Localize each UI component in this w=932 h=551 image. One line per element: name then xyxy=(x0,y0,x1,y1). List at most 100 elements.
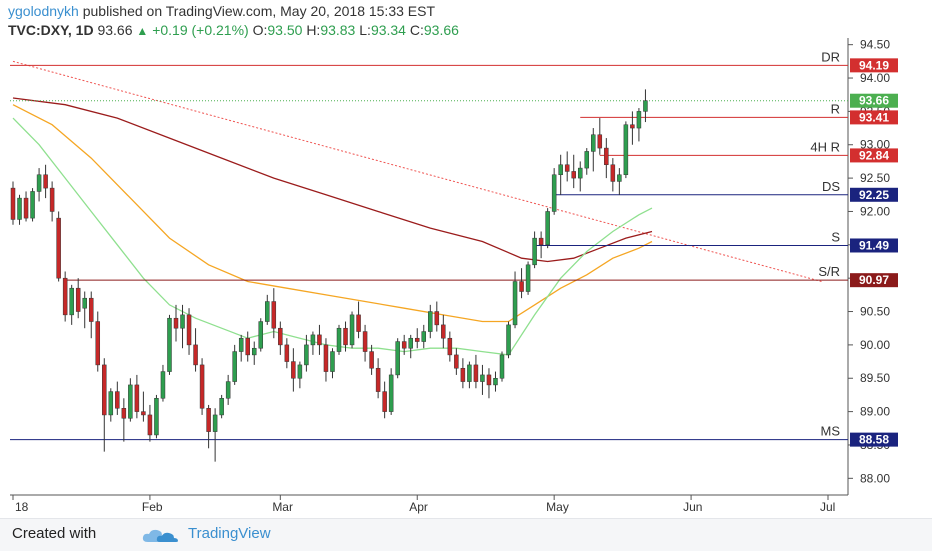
candle-body xyxy=(454,354,459,369)
level-name-label: 4H R xyxy=(810,139,840,154)
candle-body xyxy=(36,174,42,192)
candle-body xyxy=(115,391,120,409)
candle-body xyxy=(343,327,348,346)
y-tick-label: 94.00 xyxy=(860,71,890,85)
last-price-badge xyxy=(850,93,898,108)
candle-body xyxy=(473,364,479,382)
chart-header: ygolodnykh published on TradingView.com,… xyxy=(8,2,459,41)
x-tick-label: May xyxy=(546,500,569,514)
x-tick-label: Jul xyxy=(820,500,835,514)
candle-body xyxy=(284,344,290,362)
candle-body xyxy=(219,398,224,416)
candle-body xyxy=(43,174,48,189)
candle-body xyxy=(362,331,368,352)
candle-body xyxy=(278,327,283,346)
candle-body xyxy=(336,327,342,352)
high-value: 93.83 xyxy=(320,22,356,38)
candle-body xyxy=(460,367,466,382)
candle-body xyxy=(238,337,244,352)
last-price-text: 93.66 xyxy=(97,22,133,38)
candle-body xyxy=(636,111,642,129)
candle-body xyxy=(212,414,218,432)
level-price-label: 94.19 xyxy=(859,58,889,72)
change-text: +0.19 (+0.21%) xyxy=(152,22,249,38)
candle-body xyxy=(493,377,498,386)
candle-body xyxy=(251,347,257,356)
close-label: C: xyxy=(409,22,424,38)
y-tick-label: 92.50 xyxy=(860,171,890,185)
candle-body xyxy=(23,197,29,219)
candle-body xyxy=(382,391,387,412)
level-price-badge xyxy=(850,187,898,202)
price-chart[interactable]: 94.5094.0093.5093.0092.5092.0091.5091.00… xyxy=(0,0,932,518)
candle-body xyxy=(434,311,440,326)
close-value: 93.66 xyxy=(423,22,459,38)
candle-body xyxy=(56,217,61,279)
candle-body xyxy=(467,364,472,382)
level-price-badge xyxy=(850,432,898,447)
y-tick-label: 90.50 xyxy=(860,305,890,319)
created-with-text: Created with xyxy=(12,525,97,542)
moving-average-mid xyxy=(12,104,653,323)
candle-body xyxy=(134,384,140,412)
candle-body xyxy=(258,321,264,349)
candle-body xyxy=(414,337,420,342)
candle-body xyxy=(173,317,179,329)
candle-body xyxy=(597,134,603,149)
candle-body xyxy=(591,134,596,152)
low-value: 93.34 xyxy=(370,22,406,38)
x-tick-label: Apr xyxy=(409,500,428,514)
symbol-label: TVC:DXY, 1D xyxy=(8,22,94,38)
candle-body xyxy=(349,314,355,346)
candle-body xyxy=(369,351,374,369)
candle-body xyxy=(408,337,413,349)
y-tick-label: 94.50 xyxy=(860,38,890,52)
candle-body xyxy=(95,321,101,366)
candle-body xyxy=(564,164,570,172)
level-price-label: 88.58 xyxy=(859,433,889,447)
candle-body xyxy=(538,237,544,246)
candle-body xyxy=(375,367,381,392)
author-link[interactable]: ygolodnykh xyxy=(8,3,79,19)
level-price-badge xyxy=(850,58,898,73)
level-price-label: 92.25 xyxy=(859,188,889,202)
candle-body xyxy=(206,408,211,432)
candle-body xyxy=(506,324,511,356)
candle-body xyxy=(630,124,635,129)
candle-body xyxy=(499,354,505,379)
y-tick-label: 93.00 xyxy=(860,138,890,152)
level-price-label: 90.97 xyxy=(859,273,889,287)
candle-body xyxy=(330,351,335,372)
candle-body xyxy=(571,171,576,179)
level-name-label: DR xyxy=(821,49,840,64)
x-tick-label: Feb xyxy=(142,500,163,514)
level-name-label: DS xyxy=(822,179,840,194)
candle-body xyxy=(421,331,427,342)
candle-body xyxy=(604,147,609,166)
candle-body xyxy=(395,341,400,376)
candle-body xyxy=(532,237,537,266)
candle-body xyxy=(401,341,407,349)
candle-body xyxy=(30,191,35,219)
candle-body xyxy=(447,337,453,356)
header-line-2: TVC:DXY, 1D 93.66 ▲ +0.19 (+0.21%) O:93.… xyxy=(8,21,459,41)
x-tick-label: Jun xyxy=(683,500,702,514)
footer-bar: Created with TradingView xyxy=(0,518,932,551)
header-line-1: ygolodnykh published on TradingView.com,… xyxy=(8,2,459,21)
candle-body xyxy=(69,287,74,316)
open-label: O: xyxy=(252,22,268,38)
y-tick-label: 89.50 xyxy=(860,371,890,385)
level-name-label: MS xyxy=(821,424,841,439)
level-price-badge xyxy=(850,238,898,253)
open-value: 93.50 xyxy=(267,22,303,38)
candle-body xyxy=(128,384,133,419)
candle-body xyxy=(193,344,198,366)
candle-body xyxy=(180,314,185,329)
up-triangle-icon: ▲ xyxy=(136,24,149,38)
candle-body xyxy=(108,391,114,416)
tradingview-logo-icon xyxy=(142,529,178,542)
candle-body xyxy=(623,124,629,176)
candle-body xyxy=(323,344,329,372)
tradingview-brand-link[interactable]: TradingView xyxy=(188,525,271,542)
candle-body xyxy=(297,364,303,379)
